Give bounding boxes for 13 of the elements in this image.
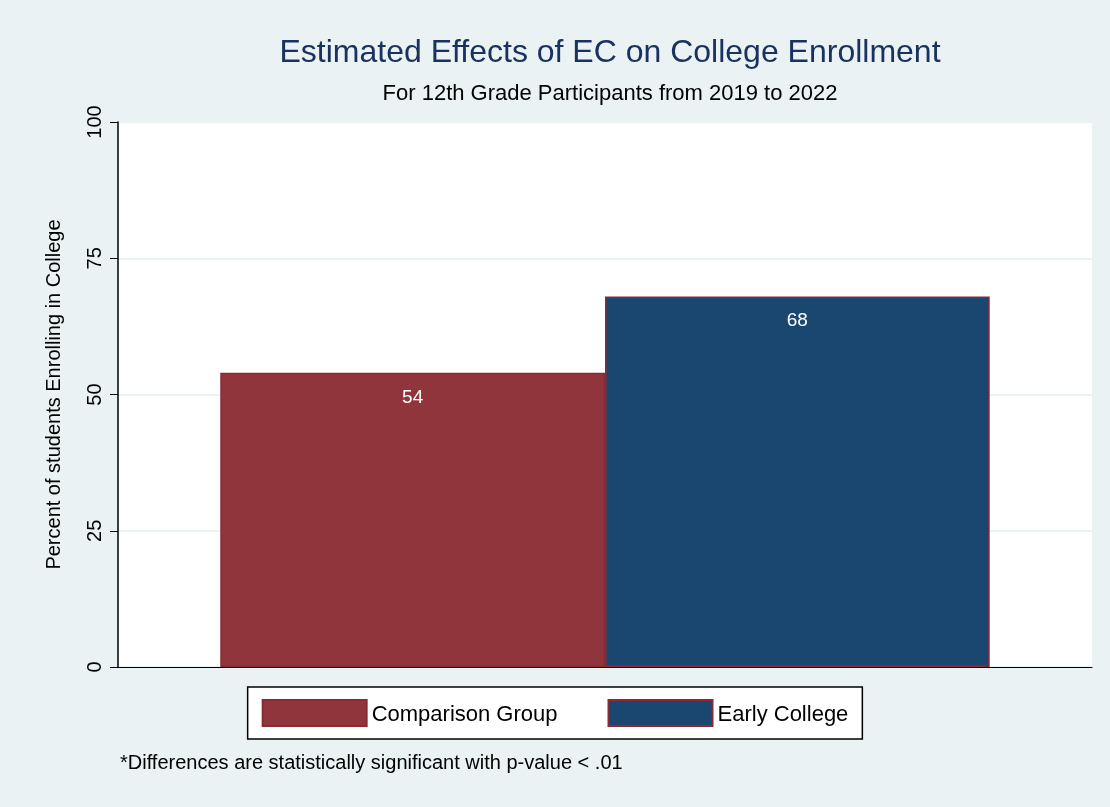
legend-label: Comparison Group xyxy=(371,700,558,726)
data-label: 68 xyxy=(786,309,808,331)
y-axis-title: Percent of students Enrolling in College xyxy=(42,219,64,570)
y-tick-label: 100 xyxy=(83,105,105,139)
y-tick-label: 25 xyxy=(83,519,105,542)
y-tick-label: 0 xyxy=(83,661,105,673)
chart-subtitle: For 12th Grade Participants from 2019 to 2022 xyxy=(382,79,838,105)
chart-title: Estimated Effects of EC on College Enrollment xyxy=(279,33,941,69)
text: *Differences are statistically significant with p-value < .01 xyxy=(120,751,623,773)
data-label: 54 xyxy=(402,385,424,407)
y-tick-label: 75 xyxy=(83,247,105,270)
legend-label: Early College xyxy=(717,700,849,726)
y-tick-label: 50 xyxy=(83,383,105,406)
